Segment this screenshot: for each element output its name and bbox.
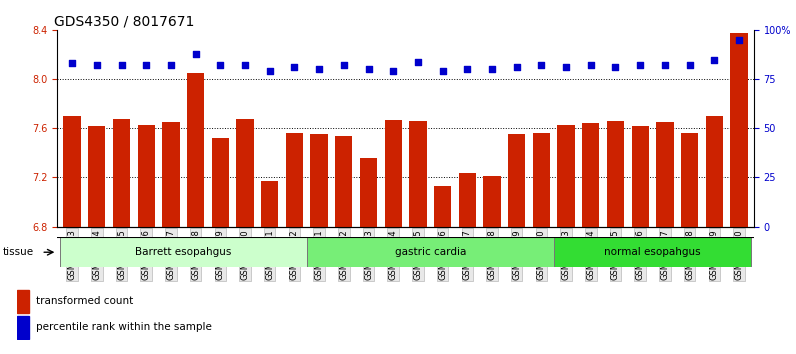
Bar (434, 186, 451, 354)
Point (634, 63, 646, 68)
Point (683, 63, 696, 68)
Point (362, 67, 375, 72)
Bar (18, 316, 29, 339)
Bar (64, 116, 80, 354)
Bar (60, 237, 306, 267)
Bar (483, 176, 501, 354)
Bar (88, 126, 106, 354)
Bar (162, 122, 180, 354)
Point (535, 63, 548, 68)
Bar (705, 116, 723, 354)
Point (338, 63, 350, 68)
Point (263, 69, 276, 74)
Bar (458, 172, 476, 354)
Bar (554, 237, 751, 267)
Bar (557, 125, 575, 354)
Point (708, 57, 720, 62)
Bar (310, 135, 328, 354)
Bar (582, 124, 599, 354)
Text: GDS4350 / 8017671: GDS4350 / 8017671 (54, 15, 194, 29)
Point (239, 63, 252, 68)
Bar (286, 133, 303, 354)
Bar (187, 73, 205, 354)
Point (510, 64, 523, 70)
Bar (18, 290, 29, 313)
Point (436, 69, 449, 74)
Bar (384, 120, 402, 354)
Point (732, 37, 745, 43)
Point (609, 64, 622, 70)
Point (140, 63, 153, 68)
Bar (335, 136, 353, 354)
Point (461, 67, 474, 72)
Text: gastric cardia: gastric cardia (395, 247, 466, 257)
Point (214, 63, 227, 68)
Text: Barrett esopahgus: Barrett esopahgus (135, 247, 232, 257)
Text: transformed count: transformed count (36, 296, 133, 306)
Bar (731, 33, 747, 354)
Bar (409, 121, 427, 354)
Bar (113, 119, 131, 354)
Point (115, 63, 128, 68)
Point (189, 51, 202, 57)
Bar (360, 158, 377, 354)
Point (165, 63, 178, 68)
Point (486, 67, 498, 72)
Point (313, 67, 326, 72)
Bar (631, 126, 649, 354)
Point (584, 63, 597, 68)
Text: percentile rank within the sample: percentile rank within the sample (36, 322, 212, 332)
Text: normal esopahgus: normal esopahgus (604, 247, 700, 257)
Bar (681, 133, 698, 354)
Bar (656, 122, 673, 354)
Bar (306, 237, 554, 267)
Bar (508, 135, 525, 354)
Point (412, 59, 424, 64)
Bar (138, 125, 155, 354)
Point (387, 69, 400, 74)
Text: tissue: tissue (3, 247, 34, 257)
Point (91, 63, 103, 68)
Bar (212, 138, 229, 354)
Bar (607, 121, 624, 354)
Point (66, 61, 79, 66)
Point (288, 64, 301, 70)
Bar (236, 119, 254, 354)
Point (560, 64, 572, 70)
Point (658, 63, 671, 68)
Bar (533, 133, 550, 354)
Bar (261, 181, 279, 354)
